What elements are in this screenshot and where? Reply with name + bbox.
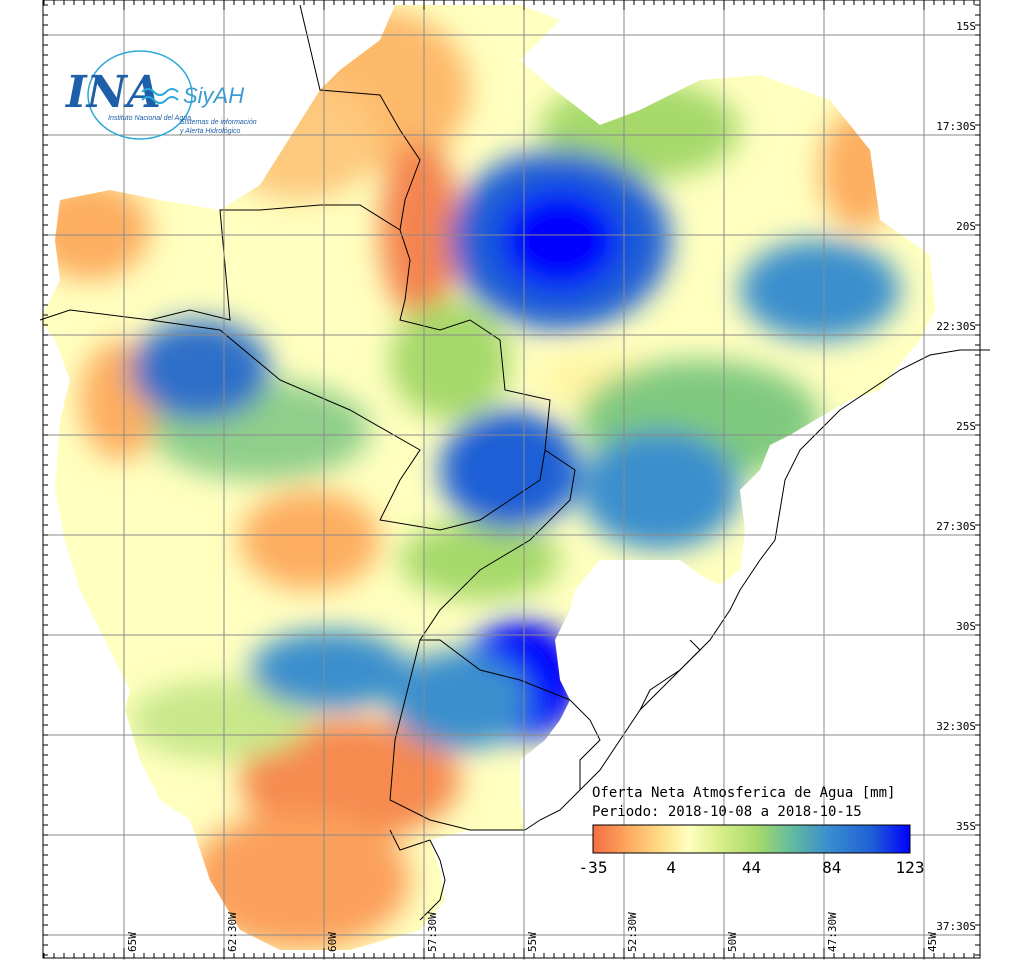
lon-label: 55W (526, 932, 539, 952)
legend-period: Periodo: 2018-10-08 a 2018-10-15 (592, 804, 862, 820)
political-boundaries (39, 4, 990, 921)
logo-swoosh-icon (87, 50, 193, 140)
latitude-labels: 15S 17:30S 20S 22:30S 25S 27:30S 30S 32:… (936, 20, 976, 933)
legend-tick-label: -35 (579, 858, 608, 877)
legend-tick-label: 4 (666, 858, 676, 877)
lat-label: 15S (956, 20, 976, 33)
logo-system-desc-2: y Alerta Hidrológico (179, 128, 241, 135)
lat-label: 37:30S (936, 920, 976, 933)
logo-wordmark: INA (64, 67, 161, 118)
legend-title: Oferta Neta Atmosferica de Agua [mm] (592, 785, 895, 801)
legend-ticks: -35 4 44 84 123 (579, 858, 925, 877)
lon-label: 60W (326, 932, 339, 952)
lon-label: 52:30W (626, 912, 639, 952)
lat-label: 27:30S (936, 520, 976, 533)
lon-label: 47:30W (826, 912, 839, 952)
lat-label: 25S (956, 420, 976, 433)
lon-label: 57:30W (426, 912, 439, 952)
map-frame (42, 0, 981, 959)
lon-label: 45W (926, 932, 939, 952)
legend: Oferta Neta Atmosferica de Agua [mm] Per… (579, 785, 925, 877)
lat-label: 17:30S (936, 120, 976, 133)
longitude-labels: 65W 62:30W 60W 57:30W 55W 52:30W 50W 47:… (126, 912, 939, 952)
logo-system-name: SiyAH (183, 83, 244, 108)
lat-label: 30S (956, 620, 976, 633)
legend-tick-label: 123 (896, 858, 925, 877)
lon-label: 62:30W (226, 912, 239, 952)
logo-subtitle: Instituto Nacional del Agua (108, 115, 191, 122)
lat-label: 35S (956, 820, 976, 833)
legend-colorbar (592, 824, 911, 854)
ina-siyah-logo: INA SiyAH Instituto Nacional del Agua Si… (64, 50, 257, 140)
frame-ticks (43, 0, 980, 958)
legend-tick-label: 44 (742, 858, 761, 877)
logo-wave-icon (141, 88, 179, 104)
lon-label: 50W (726, 932, 739, 952)
logo-system-desc-1: Sistemas de información (180, 119, 257, 126)
lat-label: 20S (956, 220, 976, 233)
lat-label: 32:30S (936, 720, 976, 733)
legend-tick-label: 84 (822, 858, 841, 877)
lat-label: 22:30S (936, 320, 976, 333)
lon-label: 65W (126, 932, 139, 952)
